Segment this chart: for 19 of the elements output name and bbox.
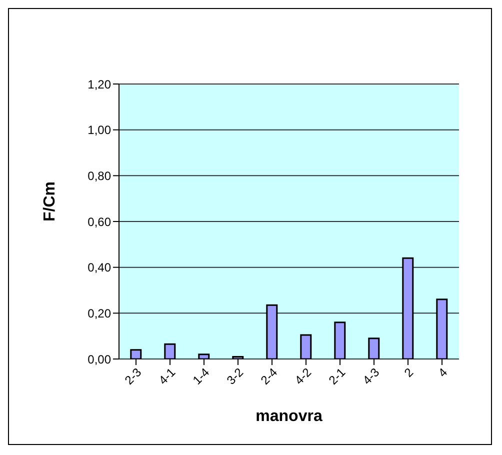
x-tick-label: 2 (402, 365, 416, 380)
x-tick-label: 3-2 (224, 365, 246, 388)
y-tick-label: 0,20 (88, 306, 112, 320)
x-tick-label: 2-1 (326, 365, 348, 388)
y-tick-label: 0,60 (88, 214, 112, 229)
y-tick-label: 0,80 (88, 168, 112, 183)
x-tick-label: 4-1 (156, 365, 178, 388)
y-tick-label: 1,20 (88, 77, 112, 92)
y-tick-label: 0,00 (88, 352, 112, 366)
x-tick-label: 4-2 (292, 365, 314, 388)
x-tick-label: 4 (436, 365, 450, 380)
x-tick-label: 2-4 (258, 365, 280, 388)
x-tick-label: 4-3 (360, 365, 382, 388)
y-tick-label: 0,40 (88, 260, 112, 275)
x-tick-label: 2-3 (122, 365, 144, 388)
y-axis-title: F/Cm (42, 182, 59, 222)
x-tick-label: 1-4 (190, 365, 212, 388)
x-axis-title: manovra (256, 408, 322, 425)
y-tick-label: 1,00 (88, 123, 112, 138)
